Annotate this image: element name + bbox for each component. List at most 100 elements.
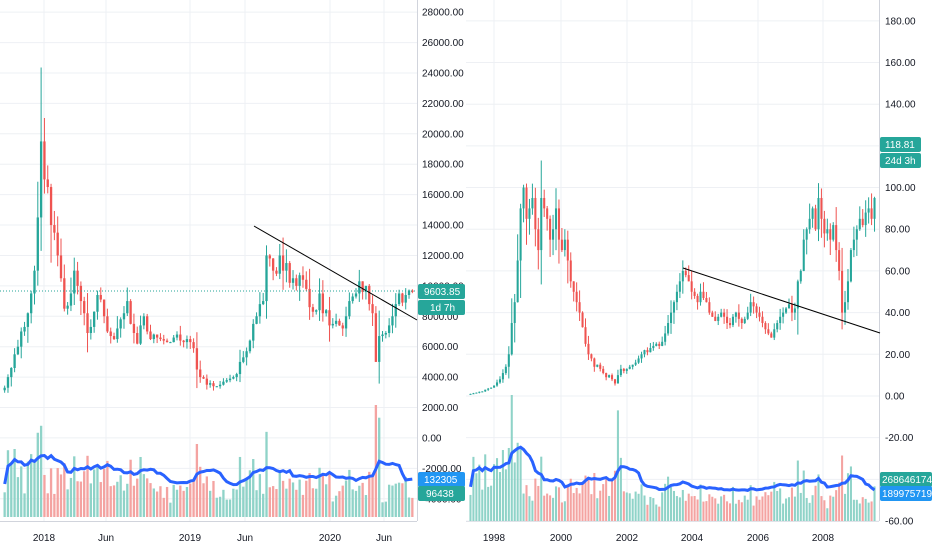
price-tick-label: 100.00 <box>885 183 916 194</box>
left-volume-label: 96438 <box>426 489 454 500</box>
volume-bar <box>867 502 870 521</box>
price-tick-label: 22000.00 <box>422 99 464 110</box>
time-tick-label: Jun <box>237 533 253 544</box>
candle-body <box>696 295 699 303</box>
volume-bar <box>478 464 481 521</box>
candle-body <box>33 270 36 294</box>
left-volume-bars <box>3 405 414 517</box>
volume-bar <box>581 484 584 521</box>
right-chart-panel[interactable]: 180.00160.00140.00120.00100.0080.0060.00… <box>466 0 932 544</box>
candle-body <box>705 298 708 303</box>
right-trendline[interactable] <box>682 267 881 334</box>
candle-body <box>321 293 325 314</box>
price-tick-label: 16000.00 <box>422 190 464 201</box>
candle-body <box>720 312 723 317</box>
candle-body <box>513 302 516 324</box>
candle-body <box>481 391 484 393</box>
right-time-axis[interactable]: 1998 2000 2002 2004 2006 2008 <box>483 533 835 544</box>
candle-body <box>175 334 179 338</box>
volume-bar <box>155 491 159 517</box>
candle-body <box>96 294 99 312</box>
candle-body <box>278 255 281 274</box>
right-volume-ma-label: 189975719 <box>882 489 932 500</box>
volume-bar <box>344 480 348 517</box>
left-chart-panel[interactable]: 28000.00 26000.00 24000.00 22000.00 20000.00… <box>0 0 465 544</box>
volume-bar <box>696 499 699 521</box>
candle-body <box>631 364 634 367</box>
candle-body <box>298 275 301 286</box>
volume-bar <box>552 497 555 521</box>
candle-body <box>540 197 543 251</box>
candle-body <box>308 288 311 308</box>
volume-bar <box>301 494 305 517</box>
price-tick-label: 160.00 <box>885 58 916 69</box>
volume-bar <box>870 501 873 521</box>
candle-body <box>672 302 676 313</box>
volume-bar <box>767 495 770 521</box>
volume-bar <box>281 480 285 517</box>
volume-bar <box>776 491 779 521</box>
candle-body <box>478 391 481 393</box>
volume-bar <box>275 489 278 517</box>
volume-bar <box>605 478 608 521</box>
right-volume-ma-line <box>469 445 876 492</box>
volume-bar <box>228 499 232 517</box>
left-time-axis[interactable]: 2018 Jun 2019 Jun 2020 Jun <box>33 533 392 544</box>
volume-bar <box>391 485 394 517</box>
candle-body <box>546 208 549 219</box>
left-trendline[interactable] <box>253 225 418 321</box>
candle-body <box>401 293 404 303</box>
right-price-axis[interactable]: 180.00160.00140.00120.00100.0080.0060.00… <box>885 16 916 527</box>
candle-body <box>622 368 625 371</box>
candle-body <box>146 316 149 332</box>
volume-bar <box>102 468 106 517</box>
left-volume-badge: 96438 <box>418 486 465 501</box>
candle-body <box>649 348 652 353</box>
candle-body <box>764 323 767 330</box>
candle-body <box>225 380 228 382</box>
price-tick-label: 26000.00 <box>422 38 464 49</box>
volume-bar <box>578 493 581 521</box>
candle-body <box>391 316 394 326</box>
candle-body <box>475 392 478 394</box>
candle-body <box>740 318 743 324</box>
candle-body <box>525 187 528 219</box>
volume-bar <box>849 466 852 521</box>
volume-bar <box>664 483 667 521</box>
volume-bar <box>311 488 315 517</box>
left-candles <box>3 67 414 393</box>
volume-bar <box>215 497 218 517</box>
volume-bar <box>835 490 838 521</box>
price-tick-label: 20000.00 <box>422 129 464 140</box>
volume-bar <box>16 477 20 517</box>
volume-bar <box>841 455 844 521</box>
candle-body <box>92 311 96 327</box>
candle-body <box>49 187 53 226</box>
volume-bar <box>361 482 364 517</box>
volume-bar <box>26 461 30 517</box>
volume-bar <box>205 476 209 517</box>
candle-body <box>531 197 534 209</box>
candle-body <box>835 225 838 251</box>
candle-body <box>864 212 867 226</box>
candle-body <box>746 312 749 319</box>
volume-bar <box>516 442 519 521</box>
price-tick-label: 0.00 <box>885 391 905 402</box>
volume-bar <box>534 478 537 521</box>
candle-body <box>702 291 705 299</box>
candle-body <box>711 312 714 317</box>
volume-bar <box>308 473 311 517</box>
volume-bar <box>557 487 560 521</box>
volume-bar <box>129 459 132 517</box>
candle-body <box>838 250 841 271</box>
candle-body <box>238 361 242 375</box>
volume-bar <box>737 499 740 521</box>
candle-body <box>411 290 414 292</box>
left-price-axis[interactable]: 28000.00 26000.00 24000.00 22000.00 20000.00… <box>422 8 464 506</box>
candle-body <box>844 302 847 313</box>
volume-bar <box>6 450 10 517</box>
volume-bar <box>192 479 195 517</box>
volume-bar <box>175 489 179 517</box>
candle-body <box>149 331 152 340</box>
